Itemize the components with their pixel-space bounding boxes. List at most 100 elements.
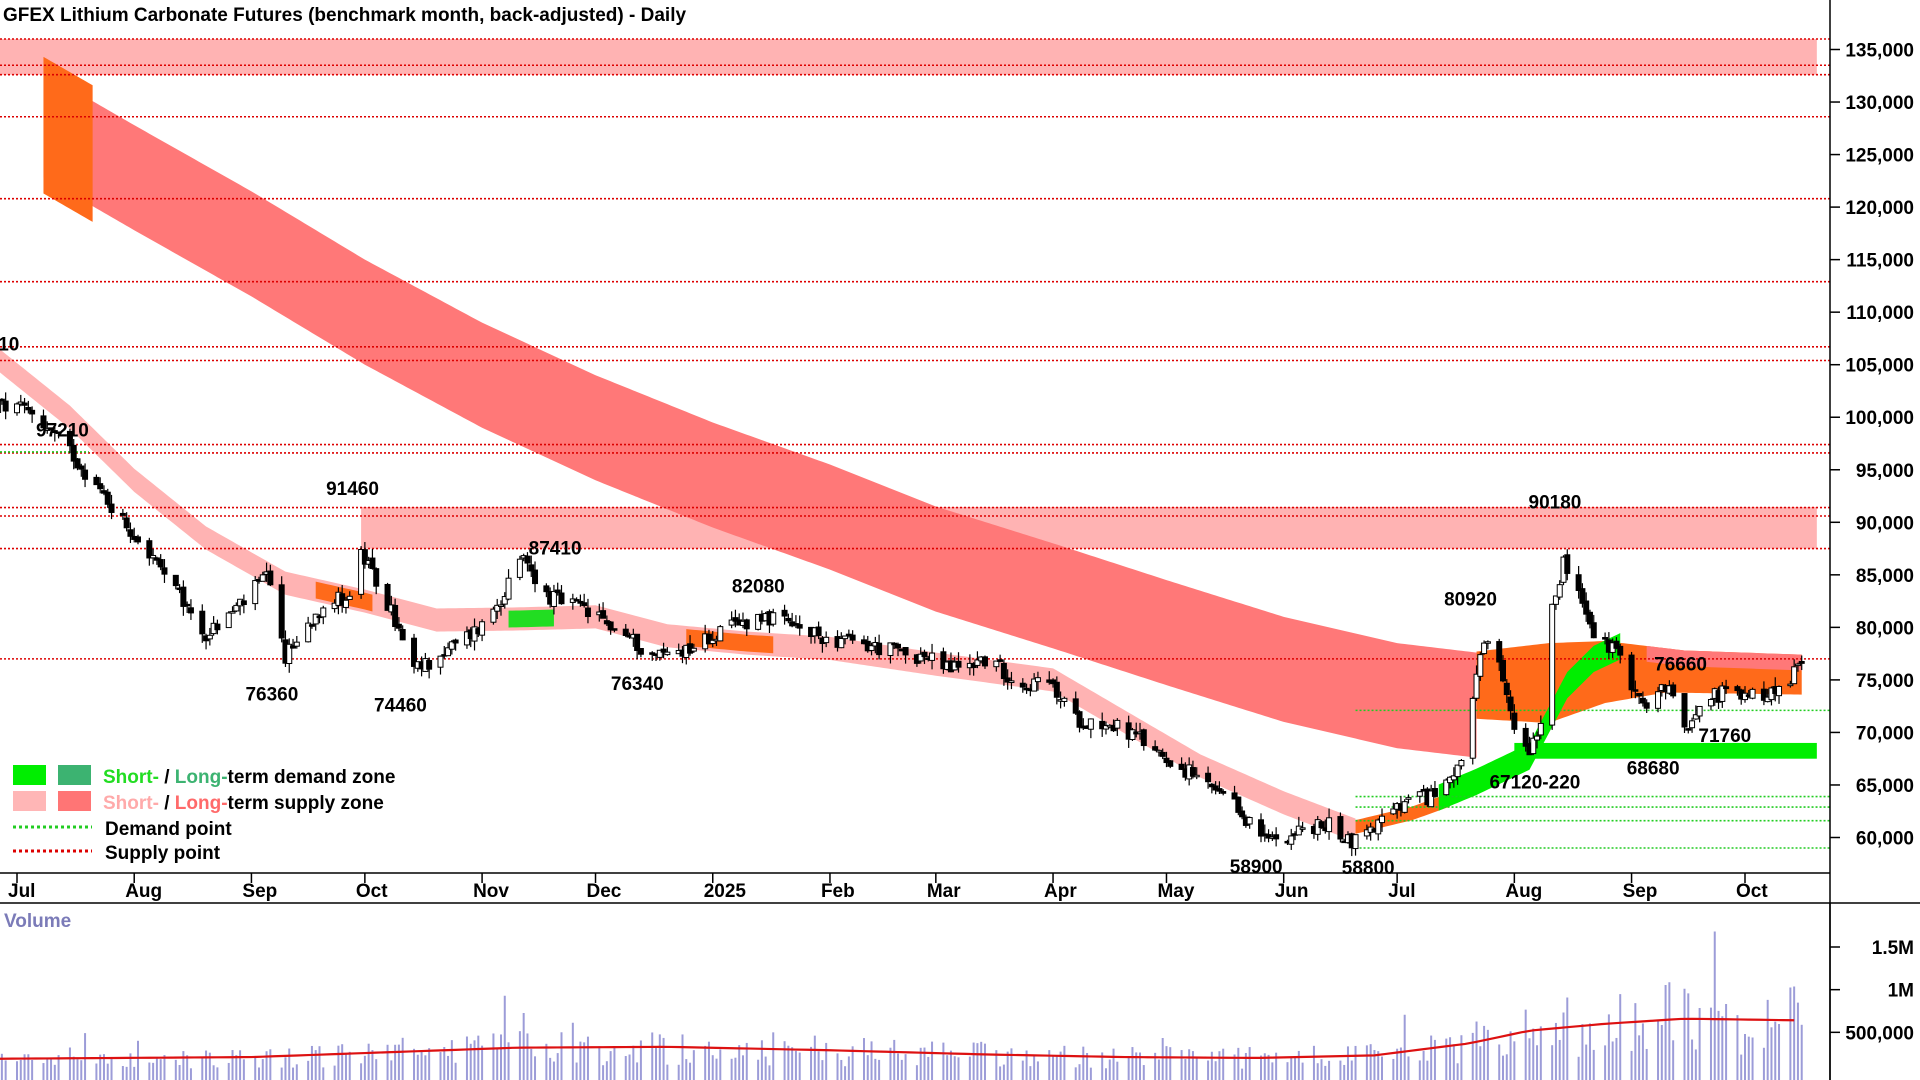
long-term-supply-band bbox=[43, 72, 1477, 758]
candle-down bbox=[184, 603, 191, 607]
candle-down bbox=[1575, 574, 1582, 591]
candle-down bbox=[1639, 697, 1646, 704]
candle-down bbox=[1337, 816, 1344, 840]
x-tick-label: Oct bbox=[1736, 881, 1768, 902]
candle-down bbox=[997, 659, 1004, 662]
candle-up bbox=[516, 558, 523, 578]
long-band-start-orange bbox=[43, 56, 93, 222]
short-band-green-patch bbox=[508, 609, 554, 628]
legend-row-supply-zone: Short- / Long-term supply zone bbox=[103, 793, 384, 814]
candle-up bbox=[1061, 697, 1068, 702]
candle-up bbox=[1749, 688, 1756, 699]
candle-down bbox=[452, 639, 459, 644]
candle-down bbox=[399, 628, 406, 641]
candle-up bbox=[346, 595, 353, 600]
candle-down bbox=[134, 536, 141, 543]
candle-down bbox=[1212, 785, 1219, 791]
candle-down bbox=[532, 569, 539, 585]
legend-swatch-short-supply bbox=[13, 791, 46, 811]
candle-up bbox=[1129, 729, 1136, 741]
candle-down bbox=[1019, 682, 1026, 688]
candle-down bbox=[119, 512, 126, 516]
candle-down bbox=[902, 647, 909, 656]
candle-down bbox=[634, 633, 641, 651]
y-tick-label: 60,000 bbox=[1856, 829, 1914, 850]
legend-swatch-long-demand bbox=[58, 765, 91, 785]
candle-down bbox=[528, 564, 535, 572]
candle-up bbox=[1549, 603, 1556, 726]
price-annotation: 97210 bbox=[36, 421, 89, 442]
y-tick-label: 85,000 bbox=[1856, 566, 1914, 587]
x-tick-label: 2025 bbox=[704, 881, 747, 902]
candle-down bbox=[392, 604, 399, 628]
candle-up bbox=[501, 596, 508, 605]
candle-down bbox=[21, 402, 28, 406]
candle-down bbox=[1579, 588, 1586, 604]
candle-down bbox=[199, 610, 206, 635]
legend-swatch-long-supply bbox=[58, 791, 91, 811]
bands-layer bbox=[0, 56, 1802, 842]
candle-up bbox=[1530, 737, 1537, 755]
candle-up bbox=[1707, 699, 1714, 707]
candle-down bbox=[607, 621, 614, 631]
legend: Short- / Long-term demand zone Short- / … bbox=[13, 765, 395, 864]
candle-down bbox=[1496, 641, 1503, 663]
price-annotation: 76340 bbox=[611, 674, 664, 695]
candle-up bbox=[1379, 815, 1386, 824]
candle-down bbox=[584, 607, 591, 618]
candle-down bbox=[146, 540, 153, 559]
candle-up bbox=[1352, 834, 1359, 850]
candle-down bbox=[1273, 834, 1280, 840]
candle-up bbox=[993, 660, 1000, 668]
candle-up bbox=[1776, 685, 1783, 697]
candle-down bbox=[290, 645, 297, 649]
candle-up bbox=[479, 621, 486, 636]
candle-up bbox=[286, 643, 293, 665]
candle-up bbox=[1405, 797, 1412, 800]
candle-up bbox=[1443, 779, 1450, 796]
price-y-axis: 60,000 65,000 70,000 75,000 80,000 85,000 90,0… bbox=[1830, 41, 1914, 850]
price-annotation: 71760 bbox=[1698, 726, 1751, 747]
candle-up bbox=[320, 607, 327, 618]
candle-down bbox=[1053, 681, 1060, 698]
candle-down bbox=[1723, 686, 1730, 690]
candle-down bbox=[78, 465, 85, 470]
candle-down bbox=[29, 409, 36, 415]
candle-up bbox=[929, 652, 936, 661]
candle-up bbox=[1454, 764, 1461, 778]
candle-down bbox=[180, 586, 187, 607]
candle-up bbox=[1484, 641, 1491, 644]
candle-up bbox=[1469, 697, 1476, 759]
candle-up bbox=[505, 577, 512, 600]
candle-up bbox=[1299, 827, 1306, 830]
candle-up bbox=[1556, 584, 1563, 598]
legend-row-demand-point: Demand point bbox=[105, 819, 232, 840]
candle-down bbox=[1628, 654, 1635, 691]
candle-down bbox=[781, 609, 788, 617]
candle-down bbox=[1258, 819, 1265, 837]
y-tick-label: 95,000 bbox=[1856, 461, 1914, 482]
candle-up bbox=[358, 549, 365, 595]
price-annotation: 76360 bbox=[245, 685, 298, 706]
candle-down bbox=[1216, 788, 1223, 792]
candle-up bbox=[259, 574, 266, 582]
candle-down bbox=[1099, 720, 1106, 730]
candle-up bbox=[842, 635, 849, 640]
candle-down bbox=[1511, 712, 1518, 730]
volume-y-tick-label: 500,000 bbox=[1845, 1023, 1914, 1044]
candle-up bbox=[1719, 685, 1726, 702]
candle-up bbox=[1416, 791, 1423, 797]
candle-down bbox=[660, 648, 667, 653]
candle-up bbox=[1428, 790, 1435, 808]
y-tick-label: 130,000 bbox=[1845, 93, 1914, 114]
legend-swatch-short-demand bbox=[13, 765, 46, 785]
candle-up bbox=[1295, 825, 1302, 836]
candle-down bbox=[1507, 696, 1514, 712]
candle-down bbox=[1178, 763, 1185, 770]
candle-down bbox=[1318, 821, 1325, 829]
candle-up bbox=[293, 641, 300, 647]
candle-up bbox=[445, 647, 452, 657]
price-x-axis: Jul Aug Sep Oct Nov Dec 2025 Feb Mar Apr May Jun Jul… bbox=[8, 873, 1768, 902]
price-annotation: 67120-220 bbox=[1489, 773, 1580, 794]
candle-up bbox=[1794, 663, 1801, 667]
